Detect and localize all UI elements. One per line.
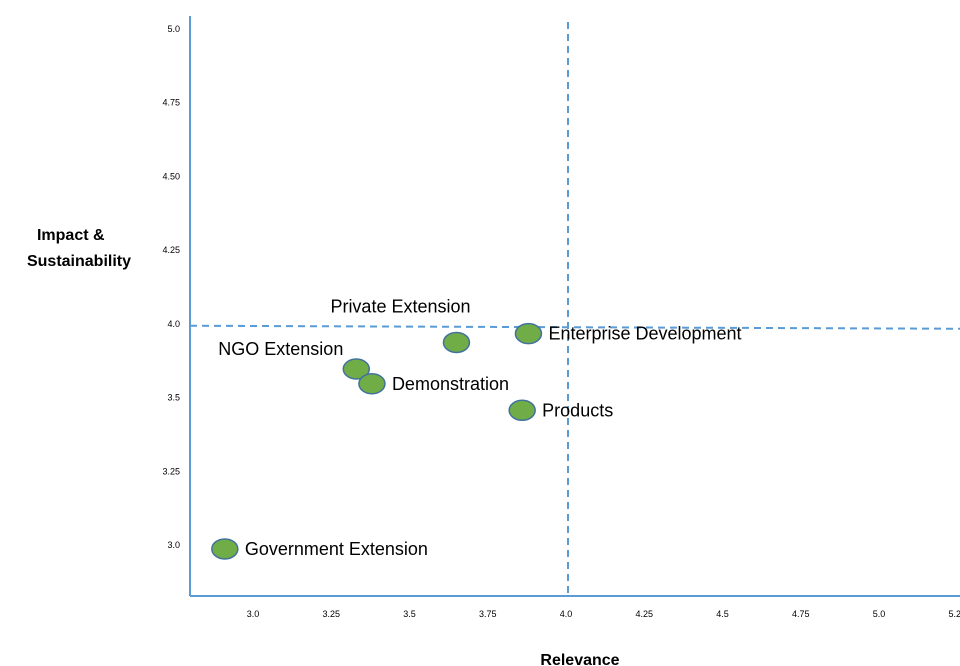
data-point <box>358 373 386 395</box>
y-axis-title-line-1: Impact & <box>37 227 105 244</box>
x-tick-label: 4.25 <box>635 609 653 619</box>
point-label: Enterprise Development <box>548 324 741 344</box>
x-tick-label: 4.5 <box>716 609 729 619</box>
x-tick-label: 4.0 <box>560 609 573 619</box>
data-point <box>342 358 371 380</box>
y-tick-label: 3.0 <box>167 540 180 550</box>
x-tick-label: 3.25 <box>322 609 340 619</box>
y-axis-title-line-2: Sustainability <box>27 253 131 270</box>
point-label: Government Extension <box>245 539 428 559</box>
x-tick-label: 5.25 <box>948 609 960 619</box>
y-tick-label: 4.0 <box>167 319 180 329</box>
y-tick-label: 5.0 <box>167 24 180 34</box>
x-axis-title: Relevance <box>540 652 619 666</box>
point-label: Private Extension <box>330 296 470 316</box>
x-tick-label: 5.0 <box>873 609 886 619</box>
x-tick-label: 3.75 <box>479 609 497 619</box>
x-tick-label: 4.75 <box>792 609 810 619</box>
data-point <box>211 538 239 560</box>
y-tick-label: 3.25 <box>162 466 180 476</box>
y-tick-label: 4.50 <box>162 171 180 181</box>
data-points: Private Extension Enterprise Development N… <box>211 296 742 560</box>
x-tick-label: 3.5 <box>403 609 416 619</box>
data-point <box>514 322 543 345</box>
y-tick-label: 4.75 <box>162 98 180 108</box>
point-label: NGO Extension <box>218 339 343 359</box>
y-tick-label: 4.25 <box>162 245 180 255</box>
impact-threshold-line <box>189 324 960 330</box>
y-axis-title: Impact & Sustainability <box>27 227 131 270</box>
point-label: Products <box>542 400 613 420</box>
x-tick-labels: 3.0 3.25 3.5 3.75 4.0 4.25 4.5 4.75 5.0 5.25 <box>247 609 960 619</box>
x-tick-label: 3.0 <box>247 609 260 619</box>
data-point <box>442 331 471 354</box>
y-tick-labels: 3.0 3.25 3.5 4.0 4.25 4.50 4.75 5.0 <box>162 24 180 550</box>
point-label: Demonstration <box>392 374 509 394</box>
y-tick-label: 3.5 <box>167 393 180 403</box>
data-point <box>508 399 536 422</box>
